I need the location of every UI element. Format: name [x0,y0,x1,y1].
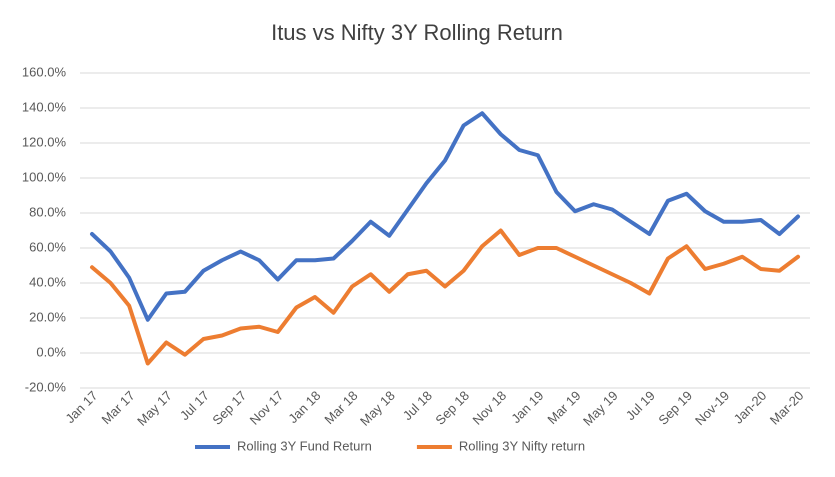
data-line [90,111,800,322]
y-tick-label: 120.0% [22,134,67,149]
y-tick-label: 0.0% [36,344,66,359]
y-tick-label: 60.0% [29,239,66,254]
y-tick-label: 140.0% [22,99,67,114]
y-tick-label: 80.0% [29,204,66,219]
y-tick-label: 100.0% [22,169,67,184]
y-tick-label: -20.0% [25,379,67,394]
legend-label: Rolling 3Y Fund Return [237,438,372,453]
chart-title: Itus vs Nifty 3Y Rolling Return [271,20,563,45]
legend-label: Rolling 3Y Nifty return [459,438,585,453]
y-tick-label: 20.0% [29,309,66,324]
y-tick-label: 40.0% [29,274,66,289]
data-line [90,228,800,366]
y-tick-label: 160.0% [22,64,67,79]
